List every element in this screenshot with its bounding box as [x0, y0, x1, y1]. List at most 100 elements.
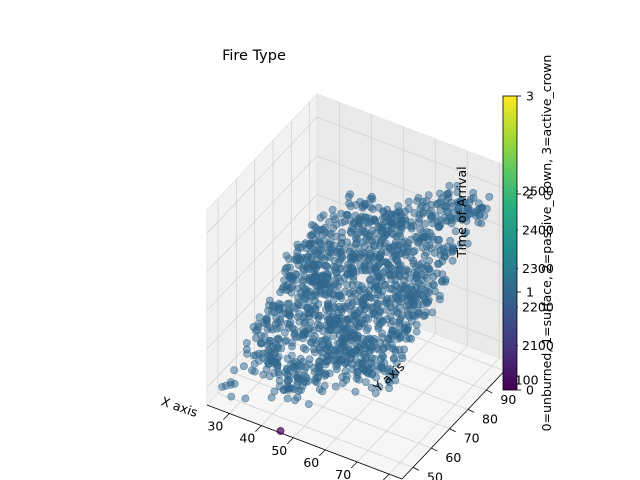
scatter-point [435, 295, 444, 304]
scatter-point [440, 213, 449, 222]
scatter-point-unburned [276, 427, 285, 435]
scatter-point [241, 394, 250, 403]
scatter-point [367, 280, 376, 289]
scatter-point [324, 270, 333, 279]
scatter-point [331, 215, 339, 224]
scatter-point [354, 321, 363, 330]
x-tick-label: 30 [207, 418, 223, 433]
scatter-point [403, 291, 411, 300]
scatter-point [377, 248, 386, 257]
scatter-point [275, 370, 283, 379]
scatter-point [430, 287, 439, 296]
y-tick-label: 50 [427, 469, 443, 480]
scatter-point [442, 195, 451, 204]
scatter-point [298, 282, 307, 291]
scatter-point [266, 353, 275, 362]
colorbar-tick-label: 1 [526, 285, 534, 300]
scatter-point [428, 280, 437, 289]
scatter-point [323, 300, 332, 309]
scatter-point [398, 354, 407, 363]
scatter-point [387, 214, 396, 223]
y-gridline-floor [236, 373, 432, 449]
scatter-point [392, 330, 401, 339]
x-gridline-floor [356, 345, 468, 463]
scatter-point [415, 214, 423, 223]
scatter-point [412, 327, 421, 336]
scatter-point [428, 308, 437, 317]
z-tick-label: 2400 [522, 222, 554, 237]
scatter-point [292, 381, 301, 390]
scatter-point [416, 225, 425, 234]
z-gridline-back [206, 116, 318, 234]
scatter-point [451, 227, 460, 236]
scatter-point [314, 300, 323, 309]
scatter-point [265, 372, 274, 381]
scatter-point [414, 266, 423, 275]
scatter-point [401, 248, 409, 257]
scatter-point [391, 347, 400, 356]
scatter-point [453, 181, 462, 190]
scatter-point [354, 281, 363, 289]
scatter-point [449, 243, 457, 252]
y-tick-label: 100 [515, 373, 539, 388]
scatter-point [466, 195, 475, 204]
scatter-point [374, 223, 383, 232]
scatter-point [252, 334, 260, 342]
scatter-point [401, 281, 410, 290]
scatter-point [286, 311, 295, 320]
scatter-point [227, 392, 236, 401]
scatter-point [335, 313, 343, 322]
scatter-point [375, 272, 383, 280]
scatter-point [328, 205, 337, 214]
scatter-point [348, 249, 357, 258]
scatter-point [273, 324, 281, 333]
scatter-point [282, 336, 290, 345]
scatter-point [337, 209, 345, 218]
scatter-point [298, 357, 307, 366]
scatter-point [338, 373, 347, 381]
x-tick-mark [382, 473, 390, 480]
scatter-point [422, 242, 431, 250]
scatter-point [282, 282, 290, 291]
scatter-point [418, 259, 426, 268]
scatter-point [420, 251, 429, 260]
scatter-point [361, 213, 369, 222]
scatter-point [410, 209, 419, 217]
y-tick-label: 80 [482, 411, 498, 426]
scatter-point [345, 289, 354, 297]
x-gridline-floor [388, 357, 500, 475]
scatter-point [271, 302, 279, 310]
y-tick-label: 70 [464, 431, 480, 446]
chart-title: Fire Type [222, 48, 286, 64]
scatter-point [274, 334, 283, 343]
scatter-point [325, 229, 334, 238]
scatter-point [384, 221, 393, 230]
scatter-point [485, 192, 494, 201]
y-axis-line [401, 362, 513, 480]
scatter-point [319, 225, 328, 234]
scatter-point [349, 276, 358, 284]
scatter-point [300, 371, 309, 380]
scatter-point [280, 328, 289, 337]
scatter-point [404, 204, 413, 213]
scatter-point [267, 393, 276, 402]
scatter-point [321, 335, 330, 344]
scatter-point [317, 245, 326, 254]
scatter-point [362, 234, 370, 243]
scatter-point [358, 359, 367, 368]
scatter-point [303, 304, 312, 312]
scatter-point [283, 394, 292, 403]
scatter-point [364, 324, 372, 332]
scatter-point [239, 362, 248, 371]
x-tick-label: 50 [271, 443, 287, 458]
scatter-point [315, 238, 324, 247]
scatter-point [289, 359, 298, 368]
scatter-point [281, 264, 290, 273]
scatter-point [368, 304, 377, 312]
scatter-point [334, 291, 343, 300]
scatter-point [275, 382, 284, 391]
scatter-point [248, 366, 256, 375]
y-tick-mark [449, 428, 456, 433]
scatter-point [291, 269, 300, 278]
scatter-point [390, 241, 399, 250]
